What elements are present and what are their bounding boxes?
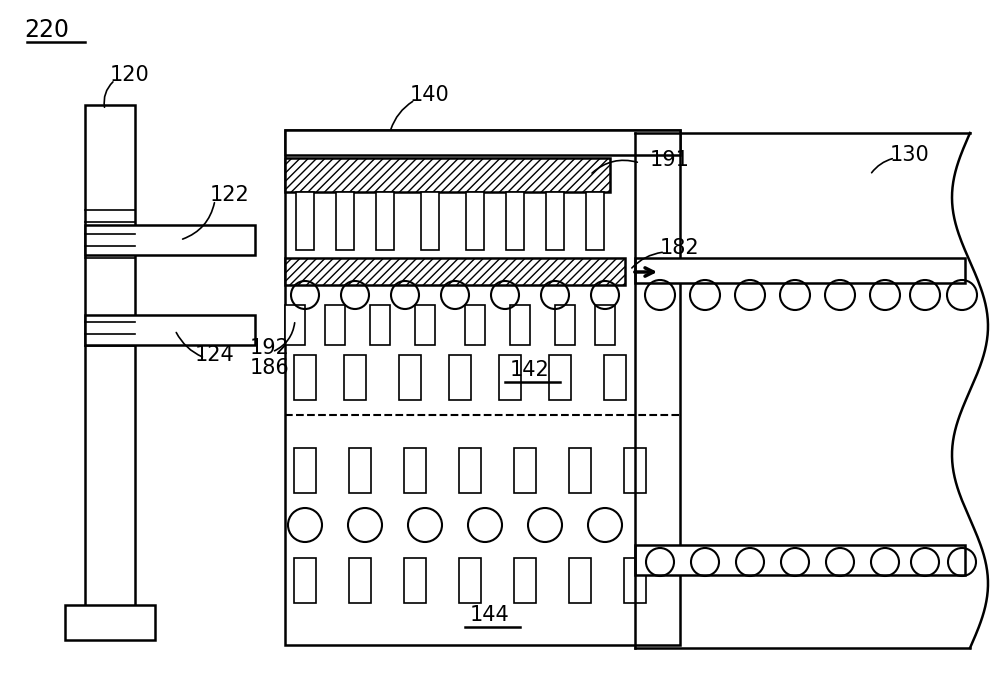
Bar bbox=[370, 305, 390, 345]
Bar bbox=[421, 192, 439, 250]
Bar bbox=[404, 448, 426, 493]
Bar bbox=[296, 192, 314, 250]
Bar bbox=[285, 130, 680, 645]
Text: 130: 130 bbox=[890, 145, 930, 165]
Bar bbox=[376, 192, 394, 250]
Bar bbox=[465, 305, 485, 345]
Bar bbox=[285, 258, 625, 285]
Bar bbox=[569, 558, 591, 603]
Bar bbox=[624, 558, 646, 603]
Bar bbox=[285, 130, 680, 155]
Bar bbox=[285, 158, 610, 192]
Bar bbox=[514, 448, 536, 493]
Bar bbox=[404, 558, 426, 603]
Bar bbox=[510, 305, 530, 345]
Bar bbox=[514, 558, 536, 603]
Text: 144: 144 bbox=[470, 605, 510, 625]
Bar bbox=[459, 558, 481, 603]
Bar bbox=[549, 355, 571, 400]
Text: 191: 191 bbox=[650, 150, 690, 170]
Bar bbox=[336, 192, 354, 250]
Text: 122: 122 bbox=[210, 185, 250, 205]
Text: 142: 142 bbox=[510, 360, 550, 380]
Bar bbox=[85, 105, 135, 620]
Text: 120: 120 bbox=[110, 65, 150, 85]
Bar bbox=[635, 545, 965, 575]
Text: 192: 192 bbox=[250, 338, 290, 358]
Bar bbox=[294, 558, 316, 603]
Text: 140: 140 bbox=[410, 85, 450, 105]
Bar bbox=[506, 192, 524, 250]
Text: 182: 182 bbox=[660, 238, 700, 258]
Bar bbox=[555, 305, 575, 345]
Bar bbox=[624, 448, 646, 493]
Bar bbox=[546, 192, 564, 250]
Text: 186: 186 bbox=[250, 358, 290, 378]
Bar bbox=[635, 258, 965, 283]
Text: 124: 124 bbox=[195, 345, 235, 365]
Bar bbox=[285, 305, 305, 345]
Bar bbox=[415, 305, 435, 345]
Bar bbox=[499, 355, 521, 400]
Bar bbox=[449, 355, 471, 400]
Bar bbox=[586, 192, 604, 250]
Bar bbox=[349, 558, 371, 603]
Bar bbox=[459, 448, 481, 493]
Bar bbox=[65, 605, 155, 640]
Bar bbox=[466, 192, 484, 250]
Bar bbox=[349, 448, 371, 493]
Bar bbox=[325, 305, 345, 345]
Bar bbox=[604, 355, 626, 400]
Bar bbox=[85, 315, 255, 345]
Bar bbox=[595, 305, 615, 345]
Bar bbox=[294, 448, 316, 493]
Bar bbox=[344, 355, 366, 400]
Bar bbox=[294, 355, 316, 400]
Bar bbox=[85, 225, 255, 255]
Bar bbox=[569, 448, 591, 493]
Bar bbox=[399, 355, 421, 400]
Text: 220: 220 bbox=[24, 18, 70, 42]
